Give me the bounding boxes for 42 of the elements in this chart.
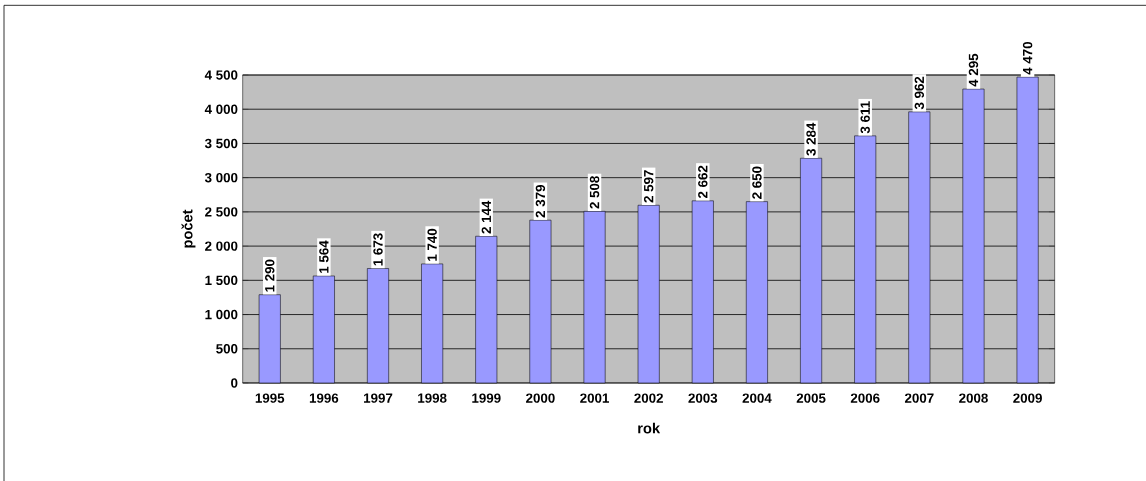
data-label: 2 650 [752,166,762,199]
data-label: 3 611 [860,101,870,134]
x-tick-label: 2006 [850,393,880,403]
x-tick-label: 2009 [1013,393,1042,403]
x-tick-label: 2005 [796,393,826,403]
data-label: 2 379 [535,185,546,218]
x-tick-label: 2001 [580,393,609,403]
y-tick-label: 3 000 [204,172,238,183]
data-label: 3 284 [806,122,816,156]
x-tick-label: 2000 [526,393,555,403]
y-tick-label: 1 000 [205,309,238,320]
data-label: 2 144 [481,200,491,234]
x-tick-label: 1996 [309,393,339,403]
y-tick-label: 4 500 [204,70,238,80]
y-tick-label: 0 [231,378,238,388]
data-label: 1 290 [265,259,275,292]
data-label: 1 564 [319,240,329,273]
data-label: 2 508 [589,176,600,209]
x-tick-label: 1998 [418,393,447,403]
y-tick-label: 500 [216,344,238,354]
y-tick-label: 2 000 [205,241,238,251]
data-label: 1 673 [373,233,383,266]
x-axis-title: rok [638,422,661,434]
y-tick-label: 2 500 [205,207,238,217]
data-label: 2 662 [698,165,708,199]
data-label: 2 597 [643,170,654,203]
y-tick-label: 3 500 [204,138,238,149]
data-label: 3 962 [914,76,925,110]
x-tick-label: 1999 [472,393,501,403]
y-axis-title: počet [181,209,196,248]
x-tick-label: 2003 [688,393,718,403]
x-tick-label: 2007 [904,393,934,403]
x-tick-label: 2004 [742,393,772,403]
y-tick-label: 4 000 [204,104,238,114]
data-label: 4 295 [968,53,979,87]
x-tick-label: 1995 [255,393,285,403]
data-label: 4 470 [1022,41,1033,75]
y-tick-label: 1 500 [205,275,238,286]
data-label: 1 740 [427,228,437,261]
x-tick-label: 2008 [959,393,988,403]
x-tick-label: 2002 [634,393,663,403]
x-tick-label: 1997 [364,393,393,403]
